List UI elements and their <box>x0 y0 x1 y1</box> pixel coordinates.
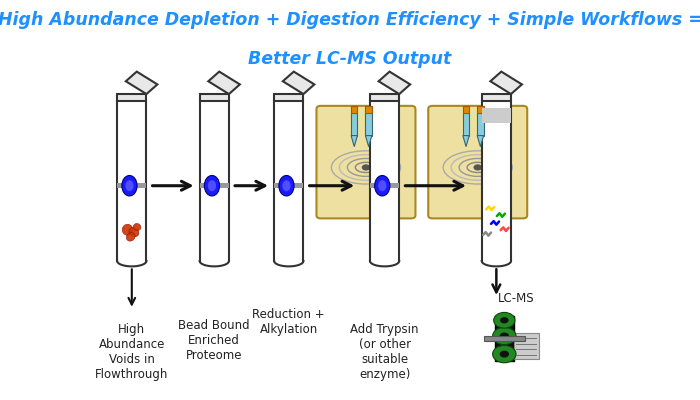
FancyBboxPatch shape <box>316 106 416 218</box>
Circle shape <box>493 346 516 363</box>
Text: LC-MS: LC-MS <box>498 292 535 305</box>
Text: Better LC-MS Output: Better LC-MS Output <box>248 50 452 68</box>
Text: Bead Bound
Enriched
Proteome: Bead Bound Enriched Proteome <box>178 320 250 362</box>
Text: Reduction +
Alkylation: Reduction + Alkylation <box>253 308 325 336</box>
Ellipse shape <box>127 233 135 241</box>
Circle shape <box>493 327 516 345</box>
Ellipse shape <box>134 224 141 230</box>
FancyBboxPatch shape <box>482 94 511 101</box>
FancyBboxPatch shape <box>351 113 358 136</box>
FancyBboxPatch shape <box>117 183 146 188</box>
FancyBboxPatch shape <box>199 101 229 261</box>
Polygon shape <box>463 136 469 146</box>
Ellipse shape <box>122 224 133 235</box>
Text: High Abundance Depletion + Digestion Efficiency + Simple Workflows =: High Abundance Depletion + Digestion Eff… <box>0 11 700 29</box>
Polygon shape <box>274 261 303 266</box>
FancyBboxPatch shape <box>370 101 399 261</box>
FancyBboxPatch shape <box>274 101 303 261</box>
Circle shape <box>494 312 515 328</box>
Polygon shape <box>351 136 358 146</box>
FancyBboxPatch shape <box>484 336 524 341</box>
Polygon shape <box>379 72 410 94</box>
FancyBboxPatch shape <box>199 94 229 101</box>
FancyBboxPatch shape <box>365 106 372 113</box>
Ellipse shape <box>282 180 290 191</box>
Polygon shape <box>117 261 146 266</box>
Ellipse shape <box>378 180 386 191</box>
FancyBboxPatch shape <box>365 113 372 136</box>
Ellipse shape <box>204 176 220 196</box>
Polygon shape <box>482 261 511 266</box>
Polygon shape <box>209 72 240 94</box>
Text: High
Abundance
Voids in
Flowthrough: High Abundance Voids in Flowthrough <box>95 324 169 382</box>
Text: Add Trypsin
(or other
suitable
enzyme): Add Trypsin (or other suitable enzyme) <box>350 324 419 382</box>
Polygon shape <box>370 261 399 266</box>
Circle shape <box>500 332 509 340</box>
Ellipse shape <box>208 180 216 191</box>
FancyBboxPatch shape <box>514 333 540 359</box>
Circle shape <box>500 317 509 324</box>
Ellipse shape <box>279 176 294 196</box>
FancyBboxPatch shape <box>482 101 511 261</box>
Circle shape <box>500 351 509 358</box>
Polygon shape <box>199 261 229 266</box>
Ellipse shape <box>125 180 134 191</box>
FancyBboxPatch shape <box>117 101 146 261</box>
Ellipse shape <box>122 176 137 196</box>
FancyBboxPatch shape <box>477 113 484 136</box>
Ellipse shape <box>374 176 390 196</box>
Polygon shape <box>365 136 372 146</box>
Circle shape <box>362 164 370 170</box>
FancyBboxPatch shape <box>117 94 146 101</box>
FancyBboxPatch shape <box>463 106 469 113</box>
FancyBboxPatch shape <box>199 183 229 188</box>
Polygon shape <box>126 72 158 94</box>
FancyBboxPatch shape <box>482 108 511 123</box>
FancyBboxPatch shape <box>370 94 399 101</box>
Polygon shape <box>283 72 314 94</box>
FancyBboxPatch shape <box>351 106 358 113</box>
FancyBboxPatch shape <box>477 106 484 113</box>
Polygon shape <box>491 72 522 94</box>
FancyBboxPatch shape <box>495 316 514 361</box>
FancyBboxPatch shape <box>370 183 399 188</box>
Circle shape <box>473 164 482 170</box>
FancyBboxPatch shape <box>428 106 527 218</box>
Ellipse shape <box>129 228 139 237</box>
Polygon shape <box>477 136 484 146</box>
FancyBboxPatch shape <box>274 94 303 101</box>
FancyBboxPatch shape <box>274 183 303 188</box>
FancyBboxPatch shape <box>463 113 469 136</box>
